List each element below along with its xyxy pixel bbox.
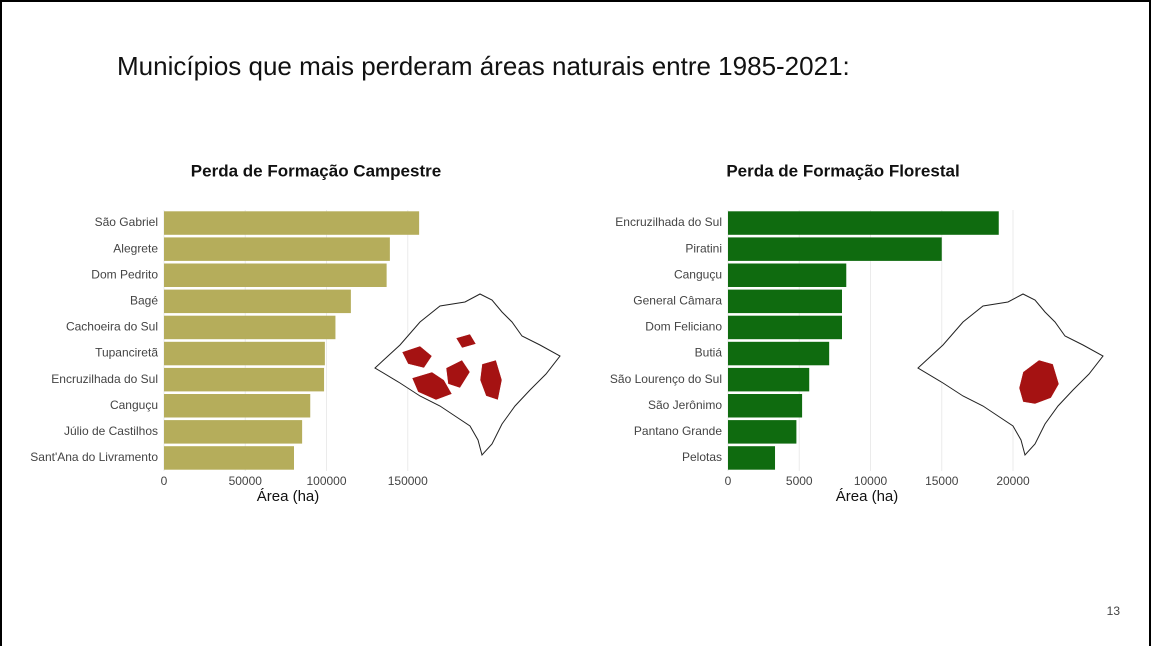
bar xyxy=(728,394,803,418)
x-tick-label: 5000 xyxy=(786,474,813,488)
bar xyxy=(164,420,303,444)
y-tick-label: São Gabriel xyxy=(95,215,158,229)
bar xyxy=(728,420,797,444)
bar xyxy=(728,289,842,314)
bar xyxy=(728,237,942,261)
y-tick-label: São Lourenço do Sul xyxy=(610,372,722,386)
y-tick-label: Canguçu xyxy=(674,267,722,281)
bar xyxy=(164,211,420,235)
y-tick-label: Piratini xyxy=(685,241,722,255)
y-tick-label: Tupanciretã xyxy=(95,346,158,360)
y-tick-label: General Câmara xyxy=(633,294,722,308)
bar xyxy=(164,237,390,261)
y-tick-label: Dom Pedrito xyxy=(91,267,158,281)
y-tick-label: Júlio de Castilhos xyxy=(64,424,158,438)
bar xyxy=(164,446,294,470)
bar xyxy=(728,211,999,235)
x-tick-label: 100000 xyxy=(306,474,346,488)
y-tick-label: Alegrete xyxy=(113,241,158,255)
map-right xyxy=(917,293,1104,456)
y-tick-label: Encruzilhada do Sul xyxy=(51,372,158,386)
bar xyxy=(164,315,336,340)
slide-title: Municípios que mais perderam áreas natur… xyxy=(117,51,850,81)
y-tick-label: São Jerônimo xyxy=(648,398,722,412)
y-tick-label: Dom Feliciano xyxy=(645,320,722,334)
bar xyxy=(728,263,847,287)
x-tick-label: 15000 xyxy=(925,474,959,488)
y-tick-label: Sant'Ana do Livramento xyxy=(30,450,158,464)
bar xyxy=(164,367,325,392)
x-tick-label: 20000 xyxy=(996,474,1030,488)
x-tick-label: 10000 xyxy=(854,474,888,488)
chart-title: Perda de Formação Campestre xyxy=(191,161,441,180)
y-tick-label: Canguçu xyxy=(110,398,158,412)
bar xyxy=(164,394,311,418)
bar xyxy=(728,341,830,366)
y-tick-label: Cachoeira do Sul xyxy=(66,320,158,334)
x-tick-label: 0 xyxy=(161,474,168,488)
map-left xyxy=(374,293,561,456)
bar xyxy=(164,263,387,287)
y-tick-label: Butiá xyxy=(695,346,723,360)
y-tick-label: Pantano Grande xyxy=(634,424,722,438)
x-axis-label: Área (ha) xyxy=(836,488,899,505)
bar xyxy=(164,341,325,366)
x-tick-label: 150000 xyxy=(388,474,428,488)
x-axis-label: Área (ha) xyxy=(257,488,320,505)
y-tick-label: Bagé xyxy=(130,294,158,308)
x-tick-label: 50000 xyxy=(229,474,263,488)
y-tick-label: Pelotas xyxy=(682,450,722,464)
bar xyxy=(728,315,842,340)
page-number: 13 xyxy=(1107,604,1121,618)
bar xyxy=(728,446,776,470)
y-tick-label: Encruzilhada do Sul xyxy=(615,215,722,229)
chart-title: Perda de Formação Florestal xyxy=(726,161,959,180)
x-tick-label: 0 xyxy=(725,474,732,488)
bar xyxy=(164,289,351,314)
bar xyxy=(728,367,810,392)
